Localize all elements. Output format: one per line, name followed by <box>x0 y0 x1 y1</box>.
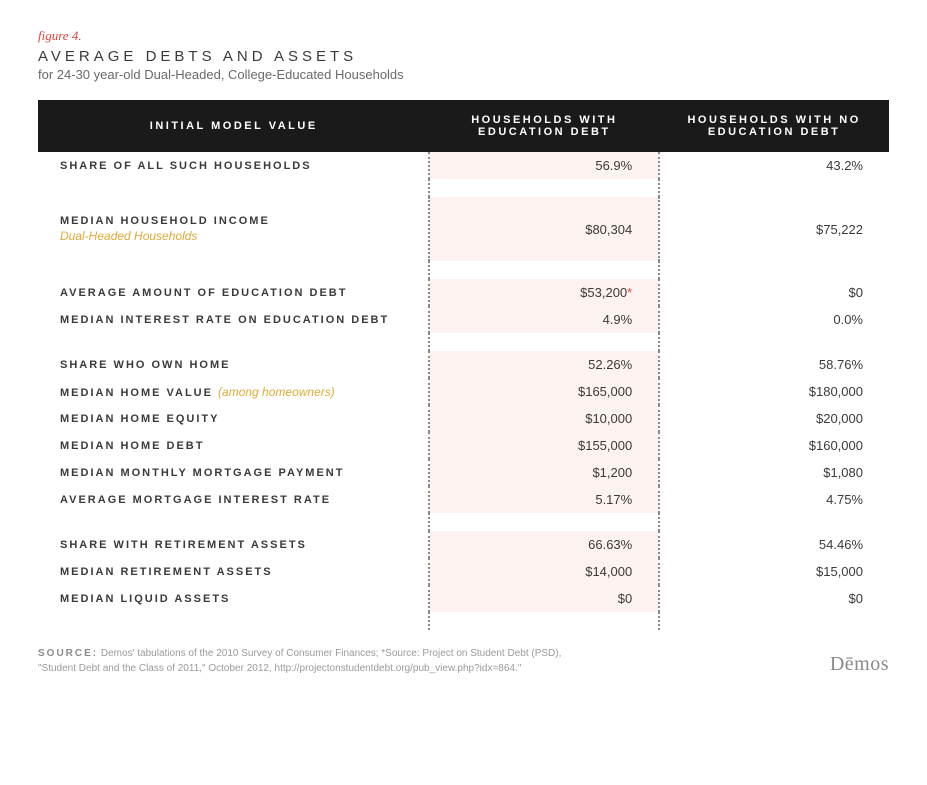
cell-value: $0 <box>659 279 889 306</box>
cell-value: $10,000 <box>429 405 659 432</box>
cell-value: 4.75% <box>659 486 889 513</box>
row-label: MEDIAN HOME EQUITY <box>38 405 429 432</box>
cell-value: $0 <box>429 585 659 612</box>
row-label: MEDIAN HOUSEHOLD INCOME Dual-Headed Hous… <box>38 197 429 261</box>
table-row: MEDIAN HOME VALUE (among homeowners) $16… <box>38 378 889 405</box>
col-header-label: INITIAL MODEL VALUE <box>38 100 429 152</box>
cell-value: 4.9% <box>429 306 659 333</box>
row-label: MEDIAN RETIREMENT ASSETS <box>38 558 429 585</box>
table-row: MEDIAN INTEREST RATE ON EDUCATION DEBT 4… <box>38 306 889 333</box>
row-label: AVERAGE AMOUNT OF EDUCATION DEBT <box>38 279 429 306</box>
table-row: SHARE OF ALL SUCH HOUSEHOLDS 56.9% 43.2% <box>38 152 889 179</box>
row-label-text: MEDIAN HOUSEHOLD INCOME <box>60 215 270 227</box>
cell-value: $14,000 <box>429 558 659 585</box>
col-header-no-debt: HOUSEHOLDS WITH NO EDUCATION DEBT <box>659 100 889 152</box>
cell-value: $1,200 <box>429 459 659 486</box>
table-row: MEDIAN HOUSEHOLD INCOME Dual-Headed Hous… <box>38 197 889 261</box>
row-label: SHARE WHO OWN HOME <box>38 351 429 378</box>
table-row: MEDIAN HOME DEBT $155,000 $160,000 <box>38 432 889 459</box>
cell-text: $53,200 <box>580 285 627 300</box>
spacer-row <box>38 333 889 351</box>
row-label: MEDIAN LIQUID ASSETS <box>38 585 429 612</box>
cell-value: $80,304 <box>429 197 659 261</box>
row-label: SHARE WITH RETIREMENT ASSETS <box>38 531 429 558</box>
cell-value: $180,000 <box>659 378 889 405</box>
table-row: AVERAGE MORTGAGE INTEREST RATE 5.17% 4.7… <box>38 486 889 513</box>
col-header-with-debt: HOUSEHOLDS WITH EDUCATION DEBT <box>429 100 659 152</box>
cell-value: 58.76% <box>659 351 889 378</box>
spacer-row <box>38 261 889 279</box>
cell-value: $160,000 <box>659 432 889 459</box>
table-row: MEDIAN RETIREMENT ASSETS $14,000 $15,000 <box>38 558 889 585</box>
cell-value: $0 <box>659 585 889 612</box>
row-inline-note: (among homeowners) <box>218 385 335 399</box>
row-label: MEDIAN HOME DEBT <box>38 432 429 459</box>
cell-value: $75,222 <box>659 197 889 261</box>
figure-header: figure 4. AVERAGE DEBTS AND ASSETS for 2… <box>38 28 889 82</box>
row-label: MEDIAN INTEREST RATE ON EDUCATION DEBT <box>38 306 429 333</box>
cell-value: 54.46% <box>659 531 889 558</box>
spacer-row <box>38 513 889 531</box>
brand-logo: Dēmos <box>830 653 889 676</box>
table-row: MEDIAN HOME EQUITY $10,000 $20,000 <box>38 405 889 432</box>
row-sub-note: Dual-Headed Households <box>60 229 414 243</box>
source-body: Demos' tabulations of the 2010 Survey of… <box>38 648 561 674</box>
figure-label: figure 4. <box>38 28 889 44</box>
cell-value: $20,000 <box>659 405 889 432</box>
asterisk-icon: * <box>627 285 632 300</box>
source-label: SOURCE: <box>38 648 98 659</box>
cell-value: 5.17% <box>429 486 659 513</box>
figure-title: AVERAGE DEBTS AND ASSETS <box>38 48 889 65</box>
cell-value: $165,000 <box>429 378 659 405</box>
footer-row: SOURCE: Demos' tabulations of the 2010 S… <box>38 646 889 676</box>
row-label-text: MEDIAN HOME VALUE <box>60 387 213 399</box>
cell-value: $15,000 <box>659 558 889 585</box>
spacer-row <box>38 612 889 630</box>
table-header-row: INITIAL MODEL VALUE HOUSEHOLDS WITH EDUC… <box>38 100 889 152</box>
table-row: SHARE WHO OWN HOME 52.26% 58.76% <box>38 351 889 378</box>
debts-assets-table: INITIAL MODEL VALUE HOUSEHOLDS WITH EDUC… <box>38 100 889 630</box>
row-label: MEDIAN HOME VALUE (among homeowners) <box>38 378 429 405</box>
row-label: AVERAGE MORTGAGE INTEREST RATE <box>38 486 429 513</box>
cell-value: 43.2% <box>659 152 889 179</box>
source-text: SOURCE: Demos' tabulations of the 2010 S… <box>38 646 598 676</box>
cell-value: $155,000 <box>429 432 659 459</box>
cell-value: 66.63% <box>429 531 659 558</box>
cell-value: $1,080 <box>659 459 889 486</box>
table-row: MEDIAN MONTHLY MORTGAGE PAYMENT $1,200 $… <box>38 459 889 486</box>
table-row: AVERAGE AMOUNT OF EDUCATION DEBT $53,200… <box>38 279 889 306</box>
spacer-row <box>38 179 889 197</box>
table-row: MEDIAN LIQUID ASSETS $0 $0 <box>38 585 889 612</box>
cell-value: $53,200* <box>429 279 659 306</box>
table-row: SHARE WITH RETIREMENT ASSETS 66.63% 54.4… <box>38 531 889 558</box>
cell-value: 56.9% <box>429 152 659 179</box>
cell-value: 0.0% <box>659 306 889 333</box>
figure-subtitle: for 24-30 year-old Dual-Headed, College-… <box>38 67 889 82</box>
cell-value: 52.26% <box>429 351 659 378</box>
row-label: MEDIAN MONTHLY MORTGAGE PAYMENT <box>38 459 429 486</box>
row-label: SHARE OF ALL SUCH HOUSEHOLDS <box>38 152 429 179</box>
